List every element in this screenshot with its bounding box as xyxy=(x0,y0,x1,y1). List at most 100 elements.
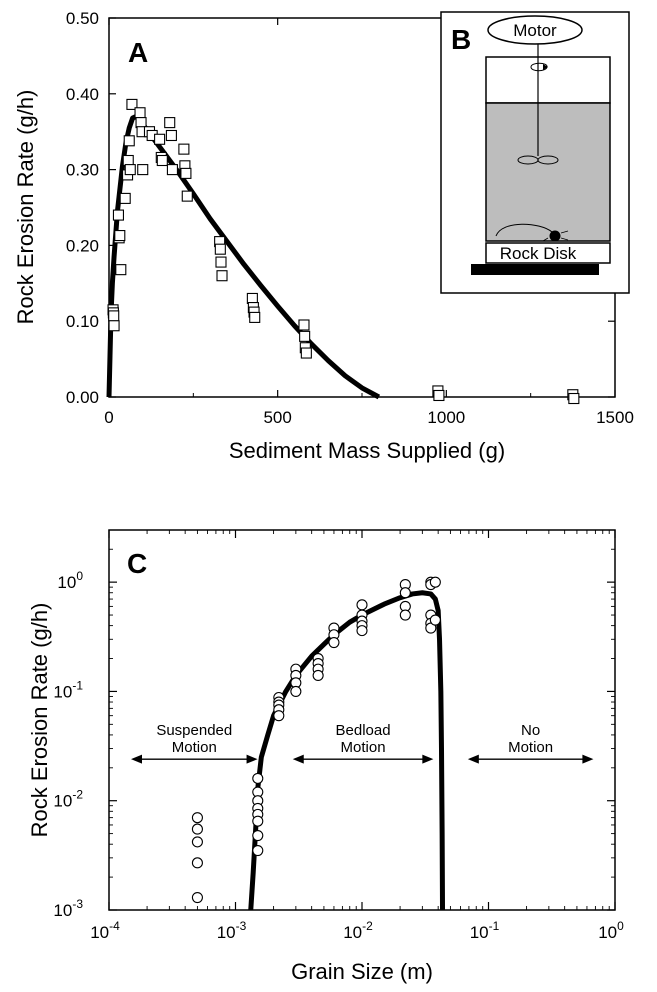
panel-c-y-axis-title: Rock Erosion Rate (g/h) xyxy=(27,603,52,838)
panel-c-letter: C xyxy=(127,548,147,579)
panel-c-y-tick-label: 100 xyxy=(57,569,83,592)
motor-label: Motor xyxy=(513,21,557,40)
panel-a-data-point xyxy=(134,107,146,119)
panel-a-x-tick-label: 1000 xyxy=(427,408,465,427)
panel-c-data-point xyxy=(399,609,411,621)
panel-a-data-point xyxy=(119,192,131,204)
panel-a-data-point xyxy=(114,229,126,242)
panel-c-data-point xyxy=(273,710,285,722)
panel-b-letter: B xyxy=(451,24,471,55)
panel-a-data-point xyxy=(215,256,227,268)
panel-a-data-point xyxy=(165,129,177,142)
tick-exponent: -4 xyxy=(109,919,120,933)
base-plate xyxy=(471,264,599,275)
panel-c-x-tick-label: 10-3 xyxy=(217,919,247,942)
panel-a-data-point xyxy=(433,389,445,402)
rotation-arrowhead-icon xyxy=(543,64,548,70)
panel-a-data-points xyxy=(107,98,580,405)
region-label-line: Motion xyxy=(508,739,553,756)
panel-a-data-point xyxy=(135,117,147,129)
panel-a-data-point xyxy=(181,190,193,202)
panel-a-data-point xyxy=(154,133,166,145)
tick-exponent: -1 xyxy=(72,678,83,692)
arrow-right-icon xyxy=(582,754,594,764)
tick-base: 10 xyxy=(53,901,72,920)
panel-c-x-axis-title: Grain Size (m) xyxy=(291,959,433,984)
tick-exponent: -1 xyxy=(489,919,500,933)
panel-a-y-tick-label: 0.30 xyxy=(66,161,99,180)
panel-c-data-point xyxy=(356,625,368,637)
region-label-line: Suspended xyxy=(156,722,232,739)
panel-c-data-point xyxy=(252,772,264,784)
panel-a-x-tick-label: 500 xyxy=(263,408,291,427)
tick-exponent: -3 xyxy=(72,897,83,911)
panel-c-model-curve xyxy=(248,590,446,911)
panel-c-y-tick-label: 10-1 xyxy=(53,678,83,701)
panel-c-data-point xyxy=(399,587,411,599)
arrow-left-icon xyxy=(292,754,304,764)
panel-c-data-point xyxy=(356,599,368,611)
tick-exponent: -2 xyxy=(362,919,373,933)
panel-a-data-point xyxy=(249,311,261,323)
region-label-line: Bedload xyxy=(336,722,391,739)
panel-a-y-tick-label: 0.20 xyxy=(66,236,99,255)
tank-fluid xyxy=(485,102,611,242)
tick-exponent: 0 xyxy=(617,919,624,933)
tick-exponent: -2 xyxy=(72,788,83,802)
panel-a-y-tick-label: 0.40 xyxy=(66,85,99,104)
panel-c-frame xyxy=(108,529,616,911)
tick-base: 10 xyxy=(217,923,236,942)
panel-a-data-point xyxy=(123,135,135,147)
panel-a-data-point xyxy=(115,264,127,276)
impact-lines xyxy=(542,230,569,242)
panel-a-data-point xyxy=(156,154,168,167)
arrow-left-icon xyxy=(467,754,479,764)
panel-a-data-point xyxy=(122,154,134,167)
panel-a-data-point xyxy=(216,270,228,282)
panel-c-data-point xyxy=(191,836,203,848)
panel-a-data-point xyxy=(112,209,124,221)
sediment-path xyxy=(495,223,553,237)
panel-c-data-point xyxy=(191,823,203,835)
panel-c-x-ticks: 10-4 10-3 10-2 10-1 100 xyxy=(90,530,624,942)
panel-c-data-point xyxy=(252,829,264,842)
tick-exponent: 0 xyxy=(76,569,83,583)
panel-c-curve-line xyxy=(248,590,446,911)
panel-c-x-tick-label: 10-1 xyxy=(470,919,500,942)
panel-a-y-tick-label: 0.50 xyxy=(66,9,99,28)
panel-a-y-tick-label: 0.00 xyxy=(66,388,99,407)
panel-c-data-point xyxy=(312,669,324,682)
tick-base: 10 xyxy=(53,792,72,811)
panel-c-data-point xyxy=(328,637,340,649)
tick-base: 10 xyxy=(53,682,72,701)
tick-base: 10 xyxy=(598,923,617,942)
panel-c-data-point xyxy=(429,576,441,588)
panel-a-x-axis-title: Sediment Mass Supplied (g) xyxy=(229,438,505,463)
panel-a-data-point xyxy=(124,164,136,176)
panel-a-data-point xyxy=(126,98,138,110)
panel-a-data-point xyxy=(180,167,192,179)
rock-disk-box xyxy=(485,242,611,264)
arrow-left-icon xyxy=(131,754,142,764)
panel-a: 0 500 1000 1500 0.000.100.200.300.400.50 A … xyxy=(13,9,634,463)
panel-a-data-point xyxy=(166,164,178,176)
tick-base: 10 xyxy=(90,923,109,942)
panel-a-data-point xyxy=(178,143,190,155)
panel-c-data-point xyxy=(429,614,441,626)
panel-a-data-point xyxy=(137,164,149,176)
panel-c-data-points xyxy=(191,576,441,904)
panel-c-x-tick-label: 10-4 xyxy=(90,919,120,942)
panel-a-data-point xyxy=(108,310,120,322)
panel-a-data-point xyxy=(246,292,258,305)
tick-base: 10 xyxy=(470,923,489,942)
sediment-grain xyxy=(549,230,561,242)
tank-air-section xyxy=(485,56,611,104)
panel-a-y-tick-label: 0.10 xyxy=(66,312,99,331)
panel-c-data-point xyxy=(191,857,203,869)
panel-c-data-point xyxy=(252,815,264,827)
panel-c-x-tick-label: 10-2 xyxy=(343,919,373,942)
